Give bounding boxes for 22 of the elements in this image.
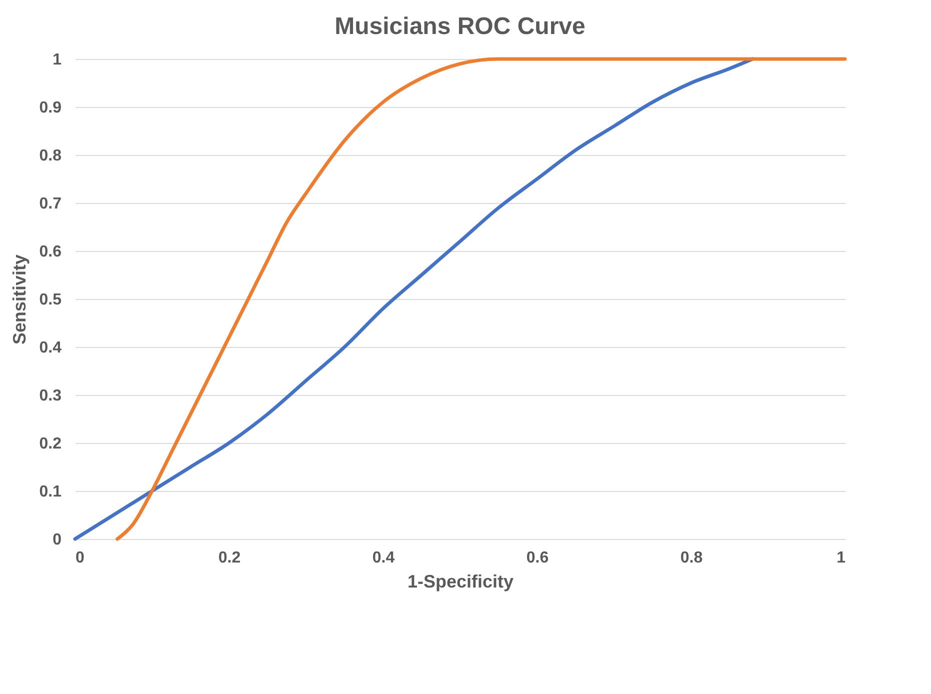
- x-tick-label: 0.2: [218, 550, 241, 566]
- y-tick-label: 0.8: [39, 148, 62, 164]
- x-tick-label: 0.4: [372, 550, 395, 566]
- y-tick-label: 0.1: [39, 484, 62, 500]
- y-tick-label: 0.3: [39, 388, 62, 404]
- y-tick-label: 1: [52, 52, 62, 68]
- y-tick-label: 0.2: [39, 436, 62, 452]
- x-tick-label: 0: [76, 550, 84, 566]
- y-tick-label: 0.9: [39, 100, 62, 116]
- x-tick-label: 1: [836, 550, 846, 566]
- line-series: [73, 57, 754, 541]
- x-tick-label: 0.6: [526, 550, 549, 566]
- y-tick-label: 0.5: [39, 292, 62, 308]
- chart-title: Musicians ROC Curve: [334, 13, 586, 40]
- x-axis-title: 1-Specificity: [407, 572, 514, 592]
- x-tick-label: 0.8: [680, 550, 703, 566]
- y-tick-label: 0: [52, 532, 62, 548]
- y-axis-title: Sensitivity: [9, 254, 30, 345]
- y-tick-label: 0.7: [39, 196, 62, 212]
- y-tick-label: 0.6: [39, 244, 62, 260]
- line-series: [116, 57, 847, 541]
- y-tick-label: 0.4: [39, 340, 62, 356]
